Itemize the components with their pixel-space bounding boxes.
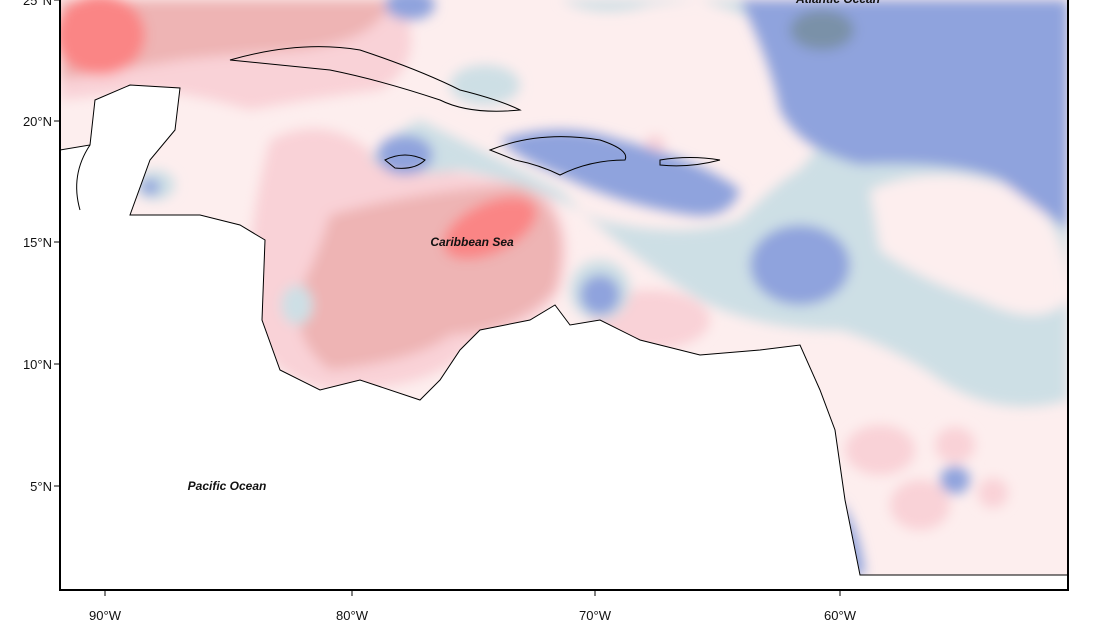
- field: [60, 0, 1068, 590]
- map-frame: [59, 0, 1069, 591]
- place-label: Atlantic Ocean: [795, 0, 880, 6]
- lon-label: 80°W: [336, 608, 369, 623]
- place-label: Caribbean Sea: [430, 235, 514, 249]
- lat-label: 5°N: [30, 479, 52, 494]
- lat-label: 15°N: [23, 235, 52, 250]
- lat-label: 20°N: [23, 114, 52, 129]
- lon-label: 60°W: [824, 608, 857, 623]
- lat-label: 10°N: [23, 357, 52, 372]
- lat-label: 25°N: [23, 0, 52, 8]
- lon-label: 90°W: [89, 608, 122, 623]
- place-label: Pacific Ocean: [188, 479, 267, 493]
- lon-label: 70°W: [579, 608, 612, 623]
